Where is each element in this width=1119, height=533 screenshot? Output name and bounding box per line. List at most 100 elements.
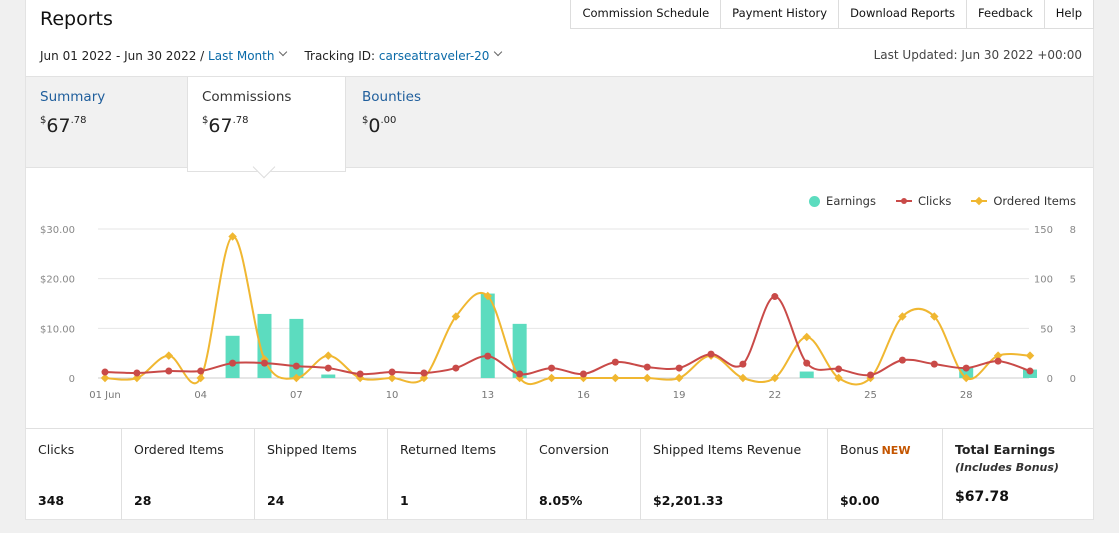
clicks-point: [292, 362, 300, 370]
ordered-items-point: [674, 373, 684, 383]
clicks-point: [579, 370, 587, 378]
legend-earnings[interactable]: Earnings: [809, 194, 876, 208]
y-tick-left: $10.00: [40, 324, 75, 335]
stat-ordered-items: Ordered Items 28: [122, 429, 255, 520]
x-tick: 10: [386, 390, 399, 401]
clicks-point: [324, 364, 332, 372]
payment-history-link[interactable]: Payment History: [721, 0, 840, 28]
clicks-point: [484, 352, 492, 360]
tab-label[interactable]: Summary: [40, 89, 106, 105]
earnings-bar: [959, 367, 974, 378]
clicks-point: [420, 369, 428, 377]
clicks-point: [771, 293, 779, 301]
clicks-point: [739, 360, 747, 368]
stat-value: $2,201.33: [653, 493, 724, 508]
stat-shipped-items: Shipped Items 24: [255, 429, 388, 520]
ordered-items-point: [770, 373, 780, 383]
tracking-id-dropdown[interactable]: carseattraveler-20: [378, 49, 490, 63]
y-tick-clicks: 150: [1034, 225, 1053, 236]
x-tick: 01 Jun: [89, 390, 121, 401]
stat-value: 24: [267, 493, 285, 508]
ordered-items-point: [834, 373, 843, 383]
legend-clicks[interactable]: Clicks: [895, 194, 952, 208]
clicks-point: [611, 358, 619, 366]
earnings-bar: [799, 371, 814, 378]
x-tick: 16: [577, 390, 590, 401]
stat-clicks: Clicks 348: [26, 429, 122, 520]
stats-row: Clicks 348 Ordered Items 28 Shipped Item…: [26, 428, 1093, 520]
earnings-bar: [512, 323, 527, 378]
earnings-swatch: [809, 195, 821, 207]
earnings-chart: $30.00 150 8 $20.00 100 5 $10.00 50 3 0 0 0 01 Jun 04…: [40, 225, 1076, 401]
page-title: Reports: [40, 8, 113, 30]
clicks-point: [930, 360, 938, 368]
clicks-point: [260, 359, 268, 367]
clicks-point: [962, 364, 970, 372]
ordered-items-point: [387, 373, 397, 383]
y-tick-clicks: 50: [1040, 324, 1053, 335]
ordered-items-point: [611, 373, 620, 383]
clicks-point: [835, 365, 843, 373]
commission-schedule-link[interactable]: Commission Schedule: [571, 0, 722, 28]
earnings-bar: [289, 318, 304, 378]
y-tick-ordered: 8: [1070, 225, 1076, 236]
stat-conversion: Conversion 8.05%: [527, 429, 641, 520]
tab-summary[interactable]: Summary $67.78: [26, 77, 186, 169]
stat-value: $67.78: [955, 489, 1010, 505]
legend-ordered[interactable]: Ordered Items: [971, 194, 1076, 208]
ordered-items-point: [642, 373, 652, 383]
clicks-point: [516, 370, 524, 378]
tab-bounties[interactable]: Bounties $0.00: [348, 77, 498, 169]
x-tick: 07: [290, 390, 303, 401]
help-link[interactable]: Help: [1045, 0, 1094, 28]
clicks-point: [898, 356, 906, 364]
stat-label: Clicks: [38, 442, 75, 457]
y-tick-left: 0: [69, 374, 75, 385]
ordered-items-point: [100, 373, 110, 383]
tab-label[interactable]: Commissions: [202, 89, 292, 105]
ordered-items-point: [451, 312, 461, 321]
tab-value: $67.78: [202, 115, 249, 137]
clicks-point: [1026, 367, 1034, 375]
clicks-point: [707, 350, 715, 358]
new-badge: NEW: [881, 444, 911, 457]
stat-value: 28: [134, 493, 152, 508]
ordered-items-point: [196, 373, 205, 383]
ordered-items-point: [547, 373, 556, 383]
legend-ordered-label: Ordered Items: [993, 194, 1076, 208]
stat-label: Shipped Items: [267, 442, 357, 457]
clicks-point: [548, 364, 556, 372]
clicks-point: [133, 369, 141, 377]
clicks-point: [643, 363, 651, 371]
x-tick: 25: [864, 390, 877, 401]
ordered-items-point: [164, 351, 174, 360]
stat-label: Ordered Items: [134, 442, 224, 457]
download-reports-link[interactable]: Download Reports: [839, 0, 968, 28]
feedback-link[interactable]: Feedback: [967, 0, 1045, 28]
stat-label: Shipped Items Revenue: [653, 442, 802, 457]
stat-total-earnings: Total Earnings (Includes Bonus) $67.78: [943, 429, 1093, 520]
date-range: Jun 01 2022 - Jun 30 2022 /: [40, 49, 205, 63]
clicks-point: [994, 357, 1002, 365]
tab-value: $0.00: [362, 115, 397, 137]
clicks-point: [452, 364, 460, 372]
report-tabs: Summary $67.78 Commissions $67.78 Bounti…: [26, 76, 1093, 172]
clicks-point: [803, 359, 811, 367]
clicks-point: [165, 367, 173, 375]
legend-clicks-label: Clicks: [917, 194, 952, 208]
x-tick: 19: [673, 390, 686, 401]
clicks-point: [356, 370, 364, 378]
earnings-bar: [321, 374, 336, 378]
period-dropdown[interactable]: Last Month: [208, 49, 275, 63]
stat-bonus: Bonus NEW $0.00: [828, 429, 943, 520]
tab-commissions[interactable]: Commissions $67.78: [187, 77, 346, 172]
chevron-down-icon[interactable]: [494, 47, 503, 57]
clicks-point: [197, 367, 205, 375]
clicks-point: [388, 368, 396, 376]
ordered-items-point: [292, 373, 301, 383]
tracking-label: Tracking ID:: [304, 49, 376, 63]
stat-sublabel: (Includes Bonus): [955, 461, 1059, 474]
tab-label[interactable]: Bounties: [362, 89, 422, 105]
chevron-down-icon[interactable]: [279, 47, 288, 57]
x-tick: 04: [194, 390, 207, 401]
